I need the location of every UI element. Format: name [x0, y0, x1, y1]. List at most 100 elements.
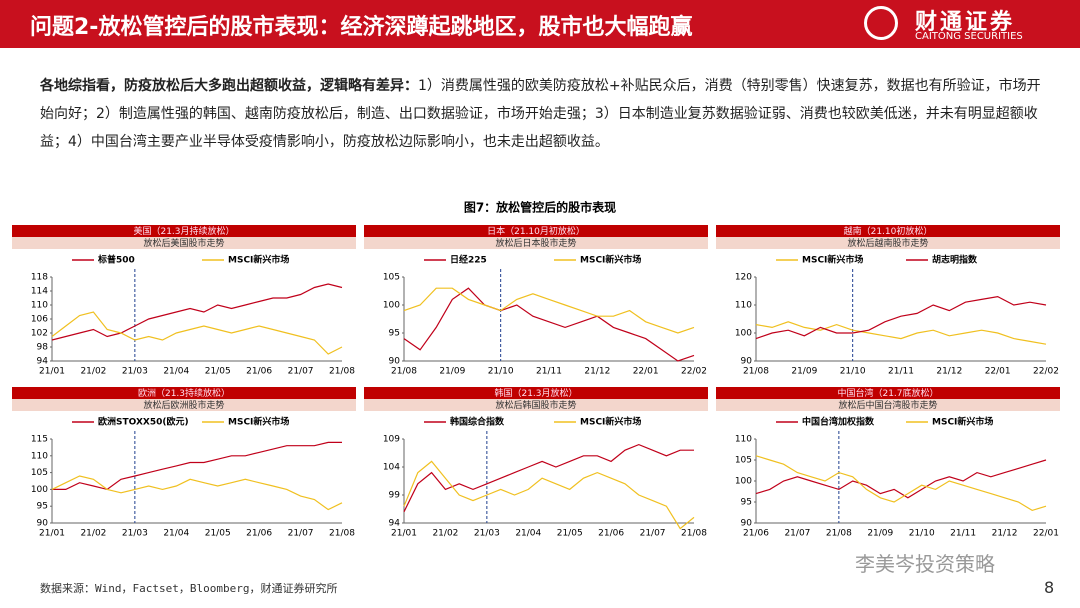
legend-label: MSCI新兴市场 — [932, 416, 993, 428]
x-tick-label: 21/07 — [640, 529, 666, 539]
header-bar: 问题2-放松管控后的股市表现：经济深蹲起跳地区，股市也大幅跑赢 财通证券 CAI… — [0, 0, 1080, 48]
series-line — [403, 287, 695, 334]
x-tick-label: 21/01 — [391, 529, 417, 539]
x-tick-label: 21/05 — [205, 529, 231, 539]
x-tick-label: 21/07 — [288, 367, 314, 377]
x-tick-label: 21/04 — [163, 367, 189, 377]
y-tick-label: 95 — [389, 329, 400, 339]
x-tick-label: 21/02 — [432, 529, 458, 539]
y-tick-label: 110 — [31, 301, 48, 311]
title-band — [12, 225, 356, 237]
source: 数据来源：Wind，Factset，Bloomberg，财通证券研究所 — [40, 582, 338, 595]
x-tick-label: 21/09 — [439, 367, 465, 377]
y-tick-label: 100 — [735, 477, 752, 487]
y-tick-label: 90 — [389, 357, 401, 367]
panel-subtitle: 放松后日本股市走势 — [495, 237, 576, 249]
legend-label: 中国台湾加权指数 — [802, 416, 875, 428]
series-line — [755, 459, 1047, 499]
legend-label: MSCI新兴市场 — [580, 416, 641, 428]
y-tick-label: 110 — [735, 301, 752, 311]
legend-label: 胡志明指数 — [932, 254, 978, 266]
x-tick-label: 21/10 — [840, 367, 866, 377]
y-tick-label: 114 — [31, 287, 48, 297]
x-tick-label: 21/02 — [80, 529, 106, 539]
panel-title: 韩国（21.3月放松） — [494, 387, 577, 399]
y-tick-label: 115 — [31, 435, 48, 445]
lead: 各地综指看，防疫放松后大多跑出超额收益，逻辑略有差异： — [40, 78, 418, 94]
series-line — [755, 321, 1047, 345]
x-tick-label: 21/03 — [474, 529, 500, 539]
y-tick-label: 94 — [389, 519, 401, 529]
subtitle-band — [364, 237, 708, 249]
x-tick-label: 21/08 — [391, 367, 417, 377]
x-tick-label: 21/06 — [743, 529, 769, 539]
y-tick-label: 99 — [389, 491, 401, 501]
title-band — [716, 225, 1060, 237]
text: 1）消费属性强的欧美防疫放松+补贴民众后，消费（特别零售）快速复苏，数据也有所验… — [40, 78, 1041, 150]
y-tick-label: 90 — [741, 519, 753, 529]
legend-label: MSCI新兴市场 — [228, 254, 289, 266]
watermark: 李美岑投资策略 — [855, 552, 995, 576]
x-tick-label: 21/10 — [909, 529, 935, 539]
series-line — [755, 455, 1047, 512]
series-line — [51, 475, 343, 511]
subtitle-band — [716, 399, 1060, 411]
subtitle-band — [716, 237, 1060, 249]
y-tick-label: 105 — [383, 273, 400, 283]
legend-label: 欧洲STOXX50(欧元) — [98, 416, 189, 428]
x-tick-label: 21/12 — [584, 367, 610, 377]
subtitle-band — [12, 399, 356, 411]
panel-title: 美国（21.3月持续放松） — [133, 225, 234, 237]
legend-label: 标普500 — [97, 254, 135, 266]
x-tick-label: 21/08 — [681, 529, 707, 539]
x-tick-label: 21/02 — [80, 367, 106, 377]
x-tick-label: 21/08 — [329, 367, 355, 377]
title-band — [364, 387, 708, 399]
title-band — [12, 387, 356, 399]
y-tick-label: 110 — [31, 451, 48, 461]
panel-subtitle: 放松后欧洲股市走势 — [143, 399, 224, 411]
y-tick-label: 120 — [735, 273, 752, 283]
x-tick-label: 21/08 — [826, 529, 852, 539]
x-tick-label: 21/06 — [246, 367, 272, 377]
logo-mark — [864, 6, 898, 40]
panel-subtitle: 放松后韩国股市走势 — [495, 399, 576, 411]
x-tick-label: 21/11 — [536, 367, 562, 377]
x-tick-label: 21/07 — [288, 529, 314, 539]
panel-title: 日本（21.10月初放松） — [487, 225, 585, 237]
x-tick-label: 21/08 — [743, 367, 769, 377]
panel-title: 中国台湾（21.7底放松） — [837, 387, 938, 399]
y-tick-label: 118 — [31, 273, 48, 283]
y-tick-label: 100 — [383, 301, 400, 311]
legend-label: MSCI新兴市场 — [228, 416, 289, 428]
page-number: 8 — [1044, 578, 1055, 597]
x-tick-label: 21/05 — [205, 367, 231, 377]
x-tick-label: 21/09 — [867, 529, 893, 539]
title-band — [364, 225, 708, 237]
panel-title: 越南（21.10初放松） — [844, 225, 933, 237]
panel-title: 欧洲（21.3持续放松） — [138, 387, 230, 399]
y-tick-label: 110 — [735, 435, 752, 445]
x-tick-label: 21/12 — [936, 367, 962, 377]
x-tick-label: 22/01 — [985, 367, 1011, 377]
logo-text: 财通证券 — [915, 10, 1016, 35]
y-tick-label: 100 — [31, 485, 48, 495]
y-tick-label: 95 — [741, 498, 752, 508]
x-tick-label: 21/07 — [784, 529, 810, 539]
y-tick-label: 98 — [37, 343, 49, 353]
legend-label: MSCI新兴市场 — [802, 254, 863, 266]
series-line — [51, 311, 343, 355]
legend-label: 韩国综合指数 — [450, 416, 505, 428]
slide-title: 问题2-放松管控后的股市表现：经济深蹲起跳地区，股市也大幅跑赢 — [30, 15, 693, 40]
subtitle-band — [12, 237, 356, 249]
series-line — [755, 295, 1047, 340]
series-line — [52, 441, 342, 491]
y-tick-label: 90 — [37, 519, 49, 529]
x-tick-label: 21/05 — [557, 529, 583, 539]
panel-subtitle: 放松后越南股市走势 — [847, 237, 928, 249]
title-band — [716, 387, 1060, 399]
y-tick-label: 105 — [31, 468, 48, 478]
x-tick-label: 21/01 — [39, 529, 65, 539]
x-tick-label: 21/06 — [246, 529, 272, 539]
